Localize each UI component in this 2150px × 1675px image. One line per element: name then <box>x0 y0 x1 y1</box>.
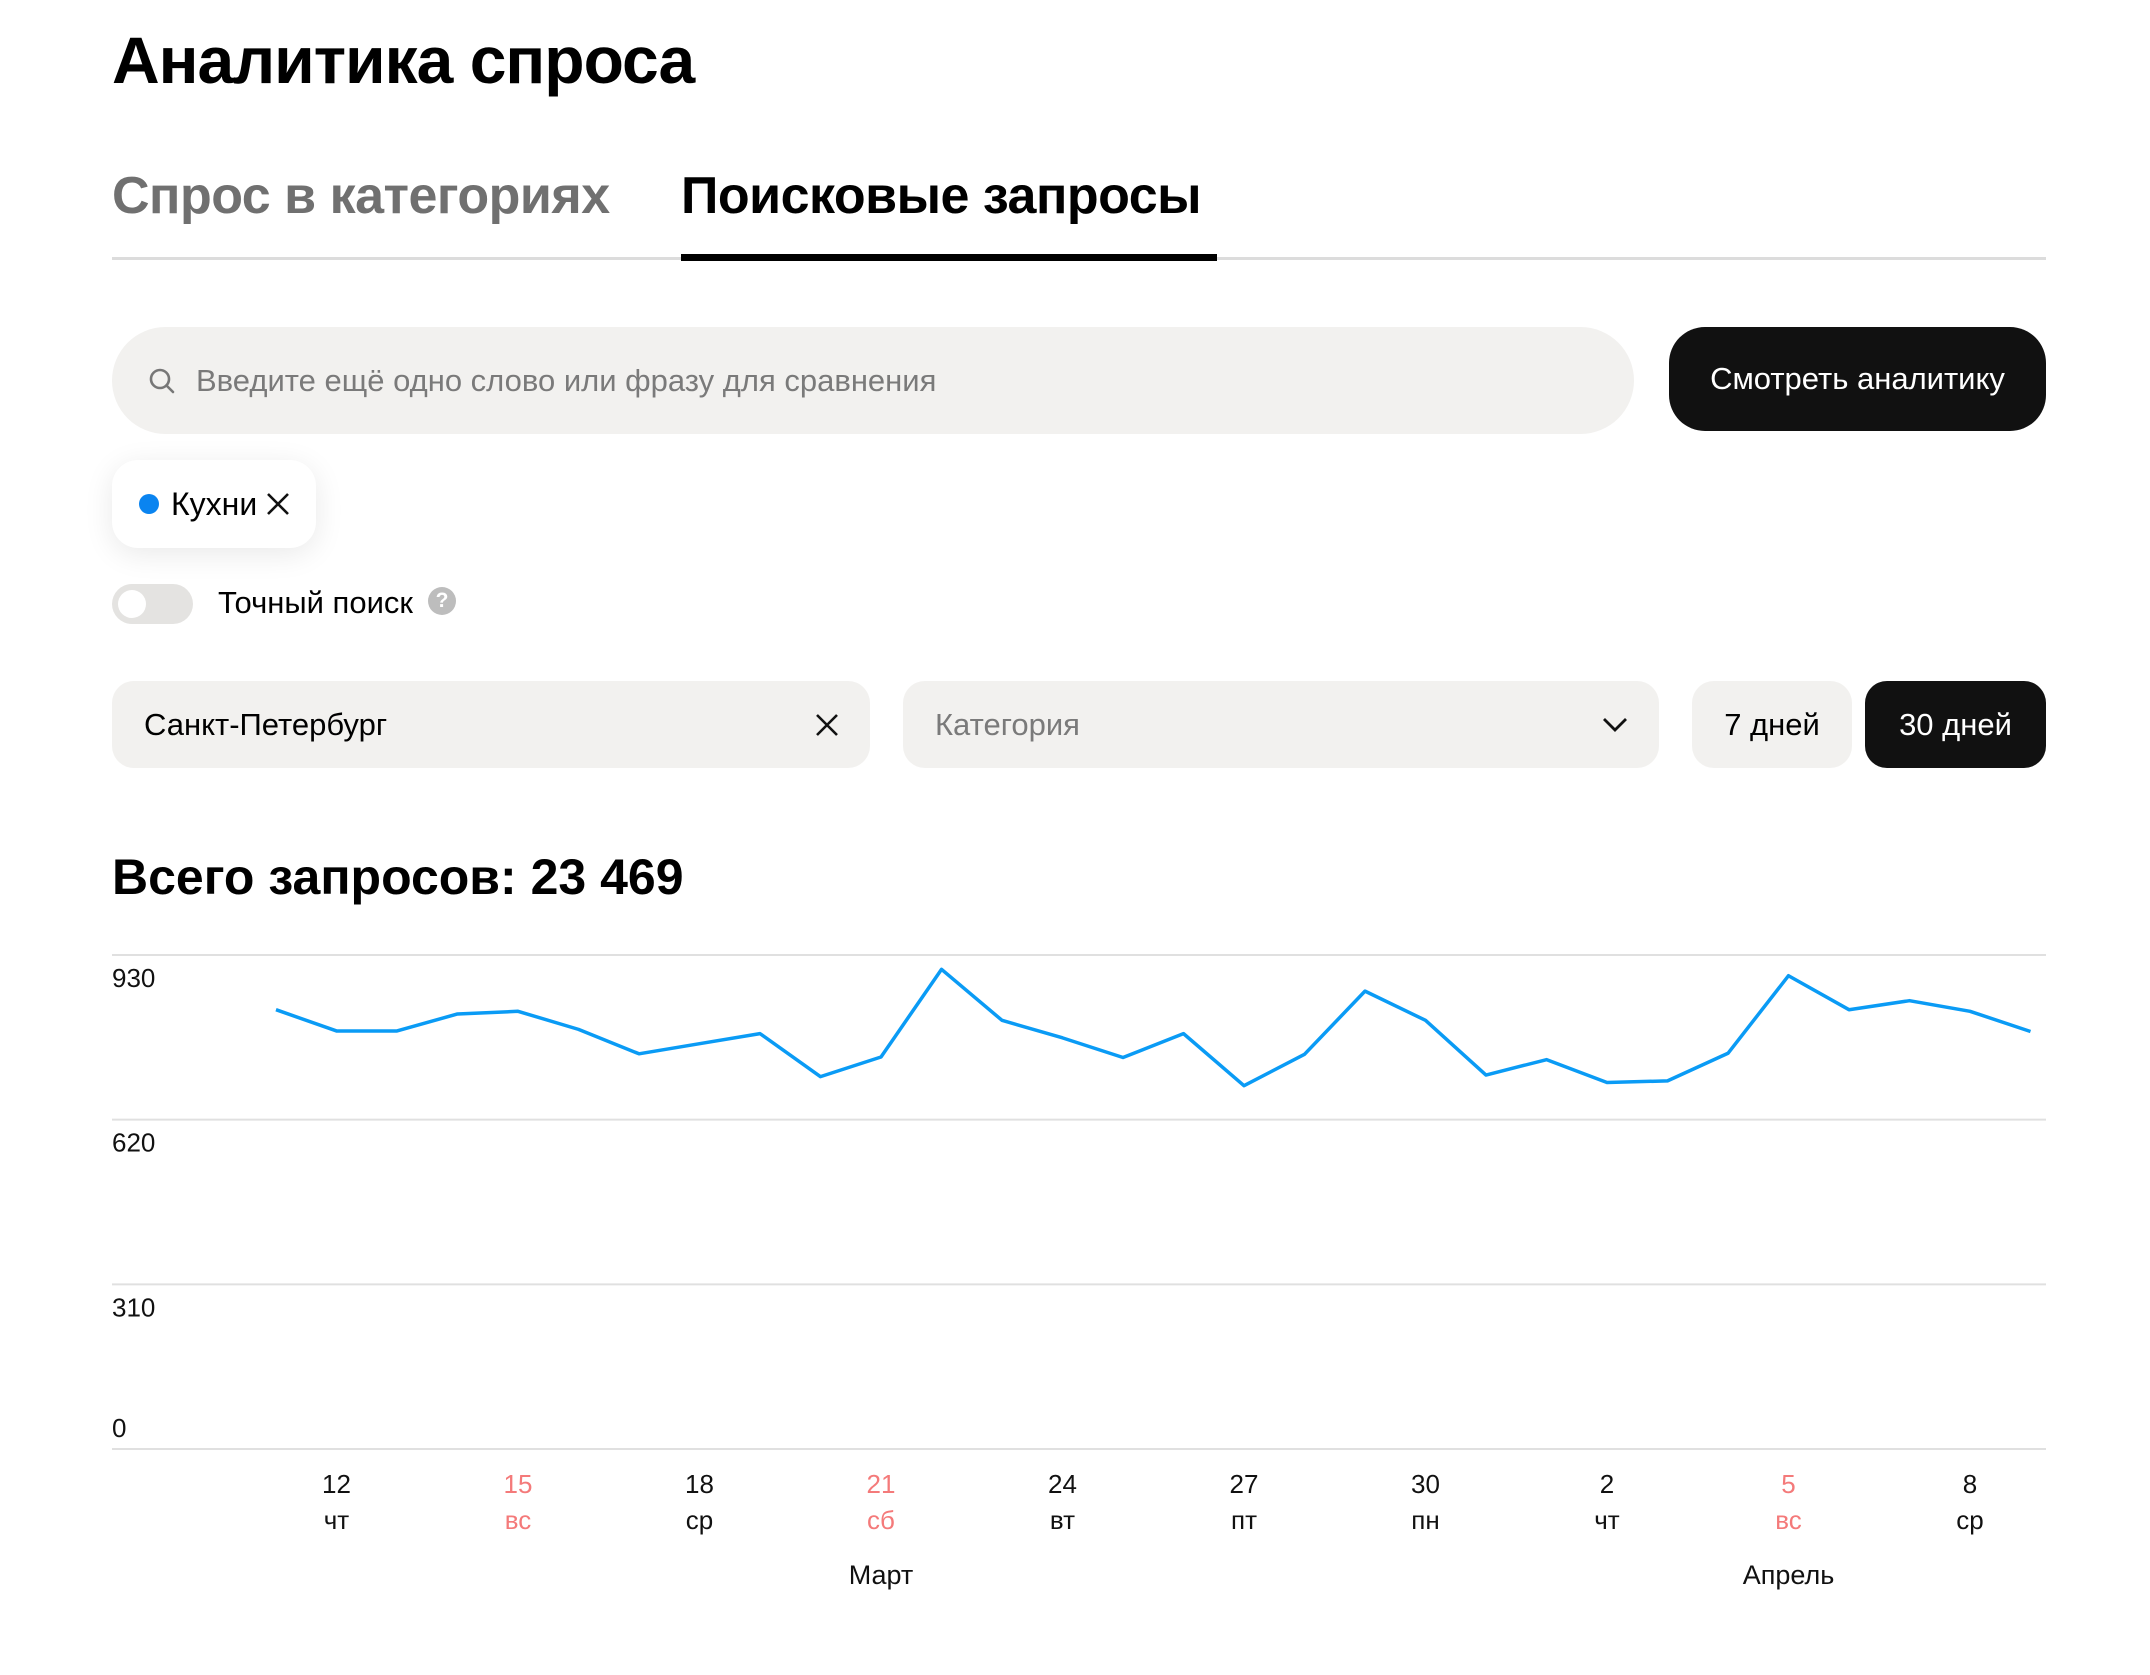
category-select[interactable]: Категория <box>903 681 1659 768</box>
x-tick-weekday: чт <box>324 1505 350 1535</box>
x-tick-day: 21 <box>867 1469 896 1499</box>
x-tick-day: 5 <box>1781 1469 1795 1499</box>
y-tick-label: 310 <box>112 1292 155 1322</box>
tab-search-queries[interactable]: Поисковые запросы <box>681 167 1202 225</box>
exact-search-label: Точный поиск <box>218 585 413 620</box>
period-7-days-button[interactable]: 7 дней <box>1692 681 1852 768</box>
clear-icon[interactable] <box>814 712 840 738</box>
city-value: Санкт-Петербург <box>144 706 388 742</box>
x-tick-weekday: пт <box>1231 1505 1257 1535</box>
x-tick-day: 24 <box>1048 1469 1077 1499</box>
search-icon <box>149 368 175 393</box>
x-tick-weekday: чт <box>1594 1505 1620 1535</box>
y-tick-label: 0 <box>112 1413 126 1443</box>
search-input[interactable] <box>194 361 1578 400</box>
month-label: Март <box>849 1560 914 1590</box>
x-tick-day: 8 <box>1963 1469 1977 1499</box>
period-30-days-button[interactable]: 30 дней <box>1865 681 2046 768</box>
exact-search-toggle[interactable] <box>112 584 193 624</box>
x-tick-weekday: сб <box>867 1505 895 1535</box>
help-icon[interactable]: ? <box>428 587 456 615</box>
x-tick-weekday: вс <box>1775 1505 1802 1535</box>
category-placeholder: Категория <box>935 706 1080 742</box>
x-tick-weekday: пн <box>1411 1505 1439 1535</box>
view-analytics-button[interactable]: Смотреть аналитику <box>1669 327 2046 431</box>
month-label: Апрель <box>1743 1560 1835 1590</box>
tab-category-demand[interactable]: Спрос в категориях <box>112 167 610 225</box>
x-tick-day: 27 <box>1230 1469 1259 1499</box>
chip-label: Кухни <box>171 485 258 522</box>
x-tick-day: 12 <box>322 1469 351 1499</box>
page-title: Аналитика спроса <box>112 23 695 97</box>
city-field[interactable]: Санкт-Петербург <box>112 681 870 768</box>
close-icon[interactable] <box>265 491 291 517</box>
query-chip: Кухни <box>112 460 316 548</box>
x-tick-day: 2 <box>1600 1469 1614 1499</box>
search-field[interactable] <box>112 327 1634 434</box>
series-line <box>275 967 2032 1088</box>
total-queries: Всего запросов: 23 469 <box>112 849 684 905</box>
active-tab-indicator <box>681 254 1217 261</box>
x-tick-weekday: вт <box>1050 1505 1075 1535</box>
x-tick-day: 30 <box>1411 1469 1440 1499</box>
y-tick-label: 930 <box>112 963 155 993</box>
toggle-knob <box>118 590 146 618</box>
x-tick-weekday: ср <box>686 1505 713 1535</box>
x-tick-weekday: ср <box>1956 1505 1983 1535</box>
series-color-dot <box>139 494 159 514</box>
x-tick-day: 15 <box>504 1469 533 1499</box>
chevron-down-icon <box>1603 717 1627 732</box>
x-tick-weekday: вс <box>505 1505 532 1535</box>
x-tick-day: 18 <box>685 1469 714 1499</box>
y-tick-label: 620 <box>112 1128 155 1158</box>
